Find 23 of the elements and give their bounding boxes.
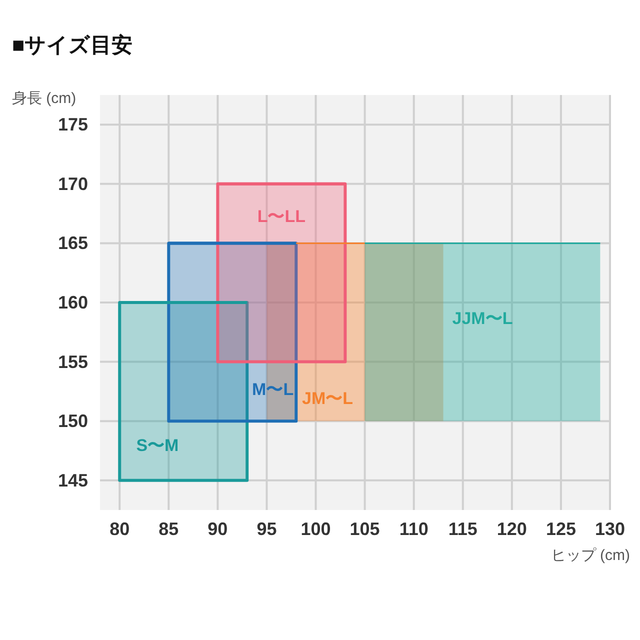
text: JM〜L <box>302 388 354 408</box>
x-tick-label: 110 <box>399 519 428 539</box>
x-tick-label: 115 <box>448 519 478 539</box>
y-axis-title: 身長 (cm) <box>12 90 76 107</box>
y-tick-label: 175 <box>58 114 88 135</box>
x-tick-label: 90 <box>208 519 228 539</box>
y-tick-label: 170 <box>58 174 88 194</box>
y-tick-label: 160 <box>58 292 88 312</box>
x-tick-label: 130 <box>594 519 626 539</box>
y-tick-label: 165 <box>58 233 88 254</box>
x-tick-label: 85 <box>158 519 179 539</box>
x-axis-title: ヒップ (cm) <box>550 547 630 564</box>
y-tick-label: 150 <box>58 411 88 432</box>
x-tick-label: 120 <box>496 519 527 539</box>
x-tick-label: 125 <box>546 519 576 539</box>
y-tick-label: 145 <box>58 470 88 490</box>
x-tick-label: 95 <box>256 519 277 539</box>
y-tick-label: 155 <box>58 352 88 372</box>
series-label: L〜LL <box>257 206 306 226</box>
x-tick-label: 105 <box>350 519 380 539</box>
chart-title: ■サイズ目安 <box>12 33 133 57</box>
x-tick-label: 80 <box>110 519 130 539</box>
x-tick-label: 100 <box>300 519 331 539</box>
